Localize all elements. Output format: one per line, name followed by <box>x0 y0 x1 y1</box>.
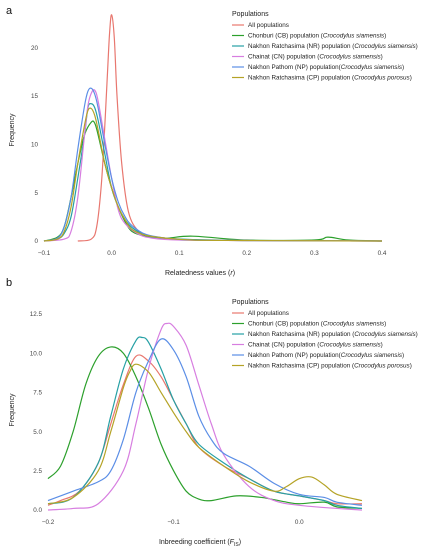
a-legend-entry-1: All populations <box>248 22 289 29</box>
panel-a-legend: Populations All populations Chonburi (CB)… <box>232 11 418 82</box>
panel-b-y-axis-title: Frequency <box>9 393 16 427</box>
b-legend-entry-3: Nakhon Ratchasima (NR) population (Croco… <box>248 331 418 338</box>
panel-a-x-axis-title: Relatedness values (r) <box>165 270 235 277</box>
panel-a-letter: a <box>6 5 13 17</box>
b-y-tick-label: 7.5 <box>33 390 42 397</box>
a-y-tick-label: 20 <box>31 45 39 52</box>
a-series-line-2 <box>43 120 383 242</box>
b-legend-entry-2: Chonburi (CB) population (Crocodylus sia… <box>248 321 386 328</box>
panel-b-x-axis-title: Inbreeding coefficient (FIS) <box>159 539 241 548</box>
b-y-tick-label: 0.0 <box>33 507 42 514</box>
panel-a-x-ticks: −0.1 0.0 0.1 0.2 0.3 0.4 <box>38 250 387 257</box>
panel-b-y-ticks: 0.0 2.5 5.0 7.5 10.0 12.5 <box>30 311 43 514</box>
a-series-line-4 <box>43 89 383 242</box>
b-series-line-5 <box>47 338 363 506</box>
a-legend-entry-2: Chonburi (CB) population (Crocodylus sia… <box>248 33 386 40</box>
a-legend-entry-3: Nakhon Ratchasima (NR) population (Croco… <box>248 43 418 50</box>
b-legend-entry-1: All populations <box>248 310 289 317</box>
a-y-tick-label: 15 <box>31 93 39 100</box>
b-x-tick-label: −0.2 <box>42 519 55 526</box>
b-series-line-6 <box>47 363 363 505</box>
a-x-tick-label: 0.0 <box>107 250 116 257</box>
panel-a-chart: 0 5 10 15 20 −0.1 0.0 0.1 0.2 0.3 0.4 Frequency R… <box>9 11 418 277</box>
b-y-tick-label: 12.5 <box>30 311 43 318</box>
b-y-tick-label: 2.5 <box>33 468 42 475</box>
a-legend-entry-5: Nakhon Pathom (NP) population(Crocodylus… <box>248 64 404 71</box>
b-x-tick-label: 0.0 <box>295 519 304 526</box>
panel-b-legend-title: Populations <box>232 299 269 306</box>
b-x-tick-label: −0.1 <box>167 519 180 526</box>
panel-b-x-ticks: −0.2 −0.1 0.0 <box>42 519 304 526</box>
b-legend-entry-5: Nakhon Pathom (NP) population(Crocodylus… <box>248 352 404 359</box>
panel-b-legend: Populations All populations Chonburi (CB)… <box>232 299 418 370</box>
a-y-tick-label: 5 <box>34 190 38 197</box>
a-x-tick-label: −0.1 <box>38 250 51 257</box>
a-legend-entry-4: Chainat (CN) population (Crocodylus siam… <box>248 54 383 61</box>
b-y-tick-label: 5.0 <box>33 429 42 436</box>
a-y-tick-label: 10 <box>31 142 39 149</box>
b-series-line-4 <box>47 322 363 511</box>
panel-a-legend-title: Populations <box>232 11 269 18</box>
panel-a-y-ticks: 0 5 10 15 20 <box>31 45 39 245</box>
a-legend-entry-6: Nakhon Ratchasima (CP) population (Croco… <box>248 75 412 82</box>
panel-a-y-axis-title: Frequency <box>9 113 16 147</box>
panel-b-chart: 0.0 2.5 5.0 7.5 10.0 12.5 −0.2 −0.1 0.0 Frequen… <box>9 299 418 548</box>
panel-a-series <box>43 14 383 242</box>
panel-b-series <box>47 322 363 511</box>
a-x-tick-label: 0.1 <box>175 250 184 257</box>
b-series-line-2 <box>47 346 363 510</box>
b-legend-entry-6: Nakhon Ratchasima (CP) population (Croco… <box>248 363 412 370</box>
a-x-tick-label: 0.2 <box>242 250 251 257</box>
panel-b-letter: b <box>6 277 12 289</box>
a-x-tick-label: 0.4 <box>378 250 387 257</box>
a-series-line-5 <box>43 87 383 242</box>
b-legend-entry-4: Chainat (CN) population (Crocodylus siam… <box>248 342 383 349</box>
a-x-tick-label: 0.3 <box>310 250 319 257</box>
a-series-line-6 <box>43 107 383 242</box>
b-series-line-3 <box>47 336 363 510</box>
b-y-tick-label: 10.0 <box>30 350 43 357</box>
a-y-tick-label: 0 <box>34 238 38 245</box>
